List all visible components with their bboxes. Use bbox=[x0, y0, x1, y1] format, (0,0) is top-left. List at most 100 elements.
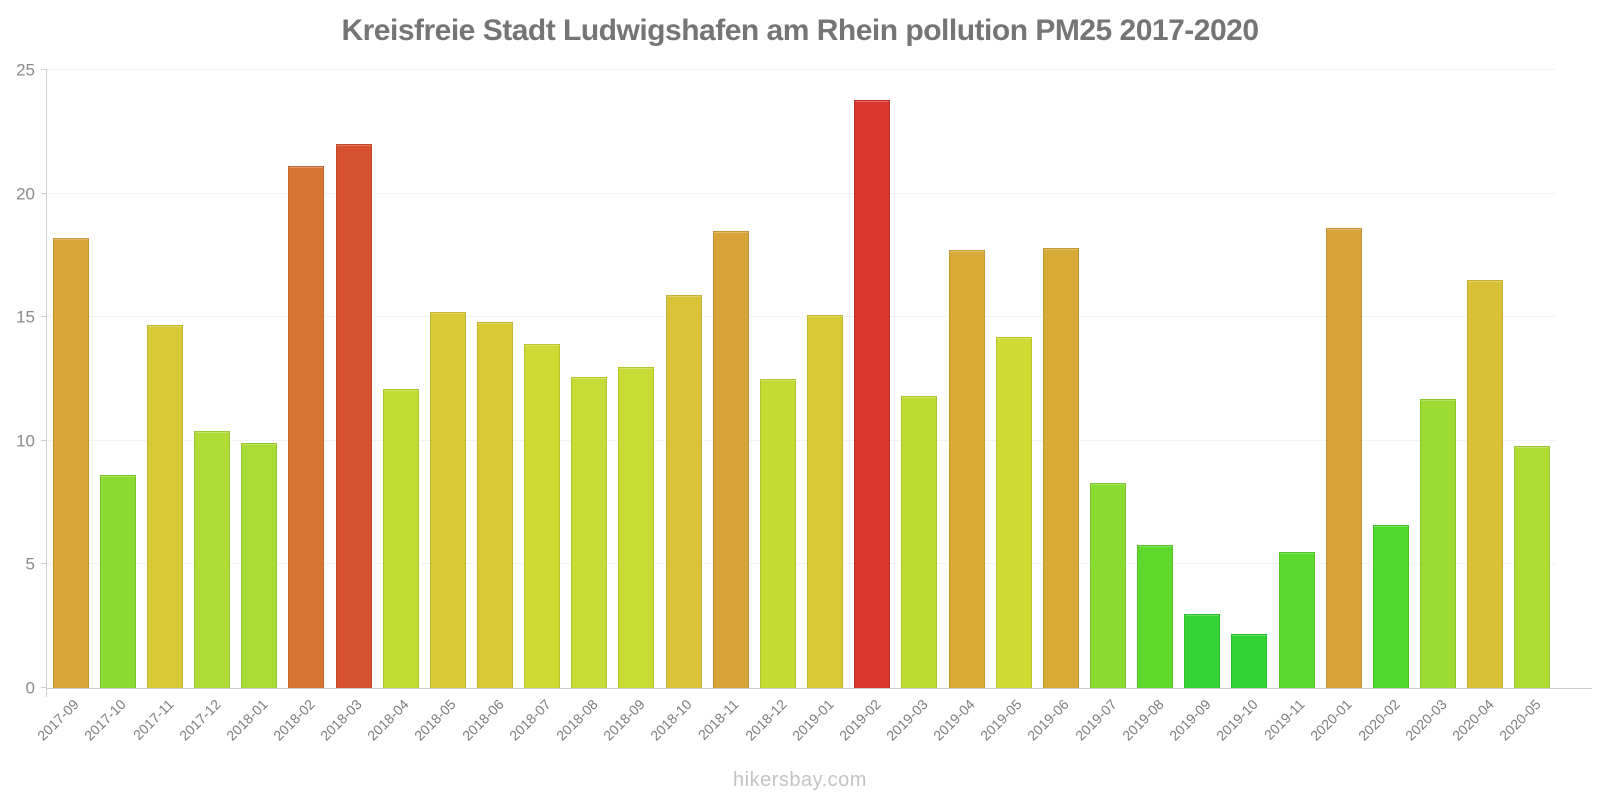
bar-slot: 2017-09 bbox=[34, 70, 94, 744]
bar-2018-07 bbox=[524, 344, 561, 688]
x-axis-tick-label: 2019-08 bbox=[1118, 696, 1167, 744]
bar-slot: 2017-12 bbox=[176, 70, 235, 744]
bar-2018-02 bbox=[288, 166, 325, 688]
chart-title: Kreisfreie Stadt Ludwigshafen am Rhein p… bbox=[341, 14, 1259, 47]
bar-2018-11 bbox=[712, 230, 749, 688]
bar-2019-02 bbox=[854, 99, 891, 688]
y-axis-tick-label: 10 bbox=[16, 431, 35, 451]
y-axis-tick-mark bbox=[41, 192, 47, 194]
bar-slot: 2018-01 bbox=[223, 70, 283, 744]
bar-slot: 2018-08 bbox=[553, 70, 613, 744]
bar-2020-01 bbox=[1325, 228, 1362, 688]
y-axis-tick-label: 0 bbox=[25, 678, 35, 698]
bar-slot: 2020-02 bbox=[1355, 70, 1414, 744]
bar-2018-01 bbox=[241, 443, 278, 688]
x-axis-tick-label: 2019-05 bbox=[977, 696, 1026, 744]
bar-slot: 2020-03 bbox=[1402, 70, 1462, 744]
x-axis-tick-label: 2020-05 bbox=[1496, 696, 1544, 744]
bar-2020-02 bbox=[1372, 524, 1409, 688]
y-axis-tick-mark bbox=[41, 316, 47, 318]
bar-2020-03 bbox=[1420, 398, 1457, 688]
bar-slot: 2019-04 bbox=[930, 70, 990, 744]
bar-2018-06 bbox=[476, 322, 513, 688]
bar-2018-10 bbox=[665, 294, 702, 688]
bar-2019-01 bbox=[807, 314, 844, 688]
x-axis-tick-label: 2020-04 bbox=[1448, 696, 1497, 744]
x-axis-tick-label: 2019-03 bbox=[883, 696, 931, 744]
bar-slot: 2018-10 bbox=[647, 70, 707, 744]
bar-slot: 2020-04 bbox=[1449, 70, 1509, 744]
bar-slot: 2019-07 bbox=[1072, 70, 1131, 744]
bar-2020-04 bbox=[1467, 280, 1504, 688]
bar-slot: 2018-12 bbox=[742, 70, 801, 744]
y-axis-tick-label: 20 bbox=[16, 184, 35, 204]
bar-slot: 2018-06 bbox=[459, 70, 518, 744]
bar-2019-11 bbox=[1278, 552, 1315, 688]
x-axis-tick-label: 2017-11 bbox=[129, 696, 177, 743]
bar-slot: 2018-07 bbox=[506, 70, 566, 744]
x-axis-tick-label: 2019-09 bbox=[1165, 696, 1214, 744]
y-axis-tick-mark bbox=[41, 687, 47, 688]
x-axis-tick-label: 2020-03 bbox=[1401, 696, 1450, 744]
bar-slot: 2017-11 bbox=[129, 70, 188, 743]
x-axis-tick-label: 2020-02 bbox=[1354, 696, 1403, 744]
x-axis-tick-label: 2018-04 bbox=[364, 696, 412, 744]
bar-2019-04 bbox=[948, 250, 985, 688]
bars-container: 2017-09 2017-10 2017-11 2017-12 2018-01 2018-… bbox=[34, 70, 1556, 744]
x-axis-tick-label: 2018-09 bbox=[600, 696, 648, 744]
y-axis-tick-mark bbox=[41, 563, 47, 565]
bar-2018-08 bbox=[571, 376, 608, 688]
watermark: hikersbay.com bbox=[733, 769, 867, 791]
plot-area: 0 5 10 15 20 25 2017-09 2017-10 2017-11 2017-12 2… bbox=[16, 62, 1556, 744]
gridline bbox=[47, 192, 1556, 194]
y-axis-tick-mark bbox=[41, 69, 47, 70]
bar-slot: 2019-06 bbox=[1025, 70, 1084, 744]
bar-2018-04 bbox=[382, 388, 419, 688]
x-axis-tick-label: 2019-07 bbox=[1071, 696, 1120, 744]
x-axis-tick-label: 2018-10 bbox=[647, 696, 695, 744]
bar-slot: 2019-10 bbox=[1213, 70, 1273, 744]
bar-slot: 2020-01 bbox=[1307, 70, 1367, 744]
x-axis-tick-label: 2018-05 bbox=[411, 696, 460, 744]
x-axis-tick-label: 2020-01 bbox=[1307, 696, 1356, 744]
x-axis-tick-label: 2019-10 bbox=[1213, 696, 1261, 744]
bar-2017-11 bbox=[146, 324, 183, 688]
x-axis-corner-tick bbox=[46, 688, 47, 697]
bar-slot: 2019-03 bbox=[883, 70, 943, 744]
bar-2018-09 bbox=[618, 366, 655, 688]
bar-2019-03 bbox=[901, 396, 938, 688]
x-axis-line bbox=[46, 688, 1592, 689]
x-axis-tick-label: 2018-02 bbox=[270, 696, 318, 744]
y-axis-tick-label: 25 bbox=[16, 60, 35, 80]
bar-2018-05 bbox=[429, 312, 466, 688]
x-axis-tick-label: 2017-09 bbox=[34, 696, 82, 744]
x-axis-tick-label: 2019-06 bbox=[1024, 696, 1073, 744]
bar-slot: 2017-10 bbox=[81, 70, 141, 744]
bar-slot: 2018-02 bbox=[270, 70, 330, 744]
x-axis-tick-label: 2019-11 bbox=[1261, 696, 1308, 743]
y-axis-tick-label: 5 bbox=[25, 554, 35, 574]
gridline bbox=[47, 563, 1556, 565]
x-axis-tick-label: 2018-11 bbox=[695, 696, 743, 743]
bar-slot: 2019-02 bbox=[836, 70, 896, 744]
bar-2019-07 bbox=[1090, 482, 1127, 688]
x-axis-tick-label: 2017-10 bbox=[81, 696, 130, 744]
bar-slot: 2018-03 bbox=[317, 70, 377, 744]
bar-2019-05 bbox=[995, 336, 1032, 688]
bar-2017-09 bbox=[52, 238, 89, 688]
bar-2019-08 bbox=[1137, 544, 1174, 688]
bar-slot: 2018-05 bbox=[411, 70, 471, 744]
bar-2020-05 bbox=[1514, 445, 1551, 688]
bar-slot: 2019-01 bbox=[789, 70, 849, 744]
bar-slot: 2019-11 bbox=[1261, 70, 1320, 743]
bar-slot: 2019-09 bbox=[1166, 70, 1226, 744]
y-axis-tick-label: 15 bbox=[16, 307, 35, 327]
x-axis-tick-label: 2018-06 bbox=[458, 696, 507, 744]
bar-2017-10 bbox=[99, 475, 136, 688]
bar-slot: 2018-04 bbox=[364, 70, 424, 744]
x-axis-tick-label: 2018-03 bbox=[317, 696, 365, 744]
x-axis-tick-label: 2017-12 bbox=[175, 696, 224, 744]
bar-slot: 2019-08 bbox=[1119, 70, 1179, 744]
bar-2019-10 bbox=[1231, 633, 1268, 688]
x-axis-tick-label: 2019-02 bbox=[835, 696, 884, 744]
